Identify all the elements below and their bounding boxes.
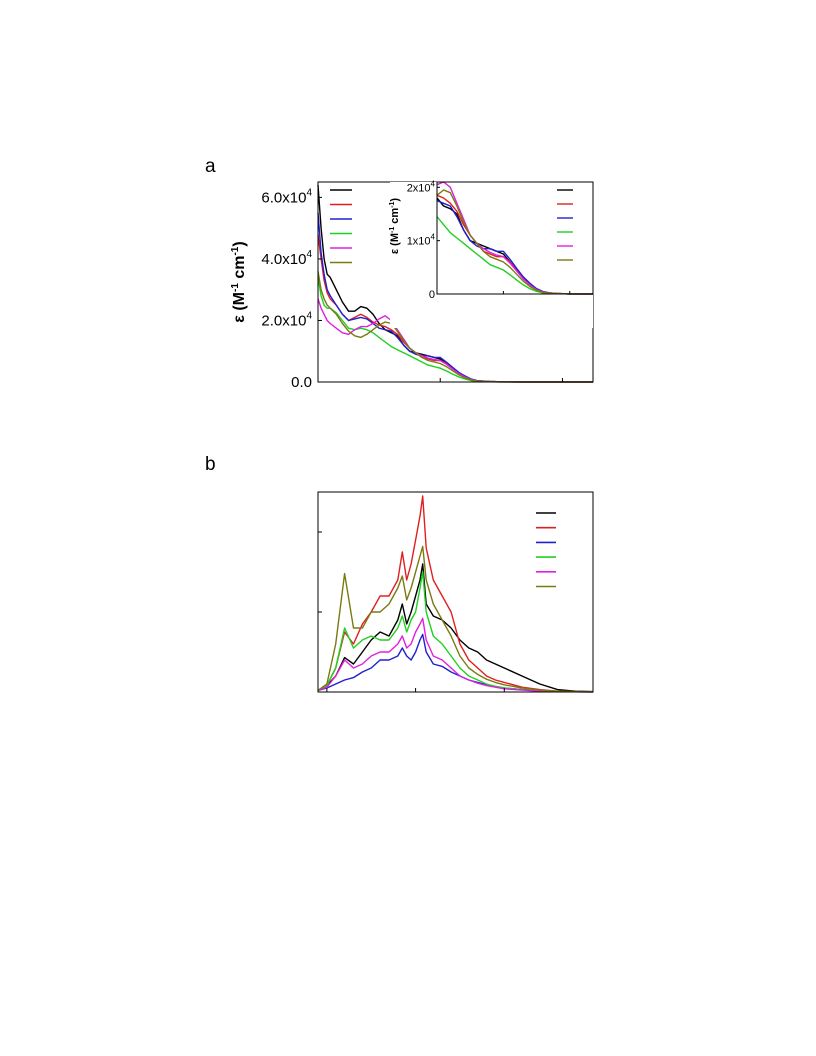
y-tick-mantissa: 0.0 xyxy=(291,374,312,391)
pl-series-line-2f xyxy=(317,545,594,693)
y-tick-label: 4.0x104 xyxy=(261,249,312,268)
inset-y-tick-label: 2x104 xyxy=(407,179,436,194)
inset-y-axis-title-part: cm xyxy=(389,208,401,227)
y-tick-mantissa: 6.0x10 xyxy=(261,189,306,206)
y-tick-label: 6.0x104 xyxy=(261,187,312,206)
inset-y-axis-title-sup: -1 xyxy=(389,201,396,207)
y-tick-mantissa: 4.0x10 xyxy=(261,251,306,268)
y-tick-label: 0.0 xyxy=(291,374,312,391)
inset-y-tick-exponent: 4 xyxy=(431,233,436,242)
y-tick-exponent: 4 xyxy=(306,310,312,321)
inset-y-axis-title-part: ) xyxy=(389,198,401,202)
inset-y-axis-title: ε (M-1 cm-1) xyxy=(389,198,401,255)
inset-y-tick-mantissa: 2x10 xyxy=(407,182,431,194)
panel-label-a: a xyxy=(205,156,216,177)
y-axis-title-part: ε (M xyxy=(231,292,248,323)
series-line-2f xyxy=(317,271,593,383)
inset-y-tick-label: 1x104 xyxy=(407,233,436,248)
chart-b xyxy=(317,491,594,693)
y-tick-exponent: 4 xyxy=(306,187,312,198)
inset-y-tick-exponent: 4 xyxy=(431,179,436,188)
y-axis-title-sup: -1 xyxy=(230,283,241,292)
inset-y-axis-title-sup: -1 xyxy=(389,227,396,233)
y-axis-title-part: ) xyxy=(231,241,248,246)
panel-label-b: b xyxy=(205,454,216,475)
y-tick-label: 2.0x104 xyxy=(261,310,312,329)
y-axis-title-sup: -1 xyxy=(230,246,241,255)
inset-y-axis-title-part: ε (M xyxy=(389,233,401,254)
y-tick-mantissa: 2.0x10 xyxy=(261,312,306,329)
inset-plot-frame xyxy=(436,181,594,295)
y-axis-title: ε (M-1 cm-1) xyxy=(230,241,248,322)
pl-plot-frame xyxy=(317,491,594,693)
y-tick-exponent: 4 xyxy=(306,249,312,260)
inset-y-tick-mantissa: 0 xyxy=(429,289,435,301)
pl-series-line-2a xyxy=(317,563,594,693)
y-axis-title-part: cm xyxy=(231,256,248,284)
inset-y-tick-label: 0 xyxy=(429,289,435,301)
inset-y-tick-mantissa: 1x10 xyxy=(407,236,431,248)
inset-series-line-2f xyxy=(436,189,594,295)
pl-series-line-2b xyxy=(317,495,594,693)
